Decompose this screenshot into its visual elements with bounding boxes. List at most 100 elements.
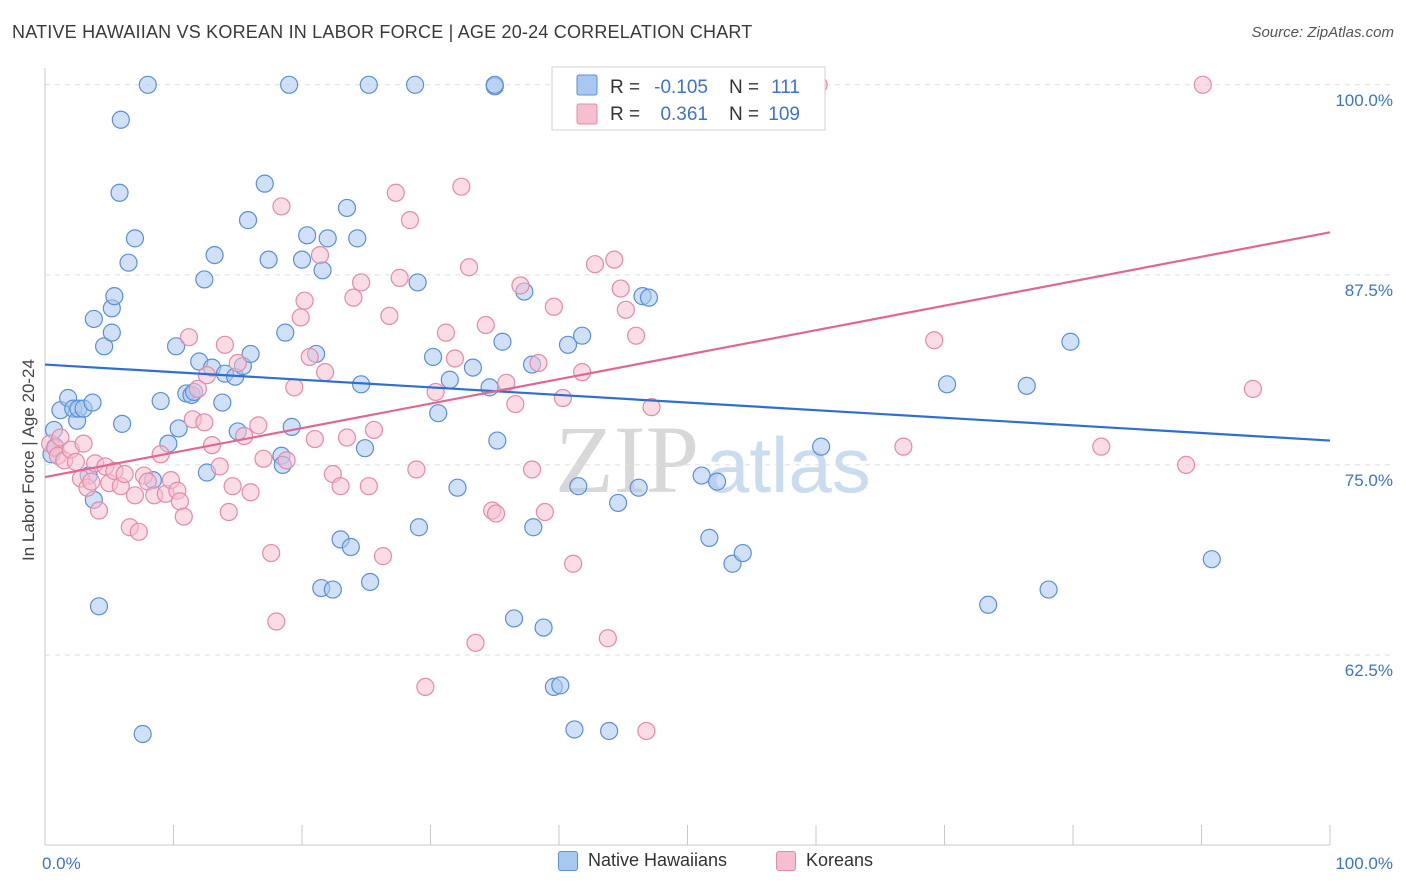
- korean-point-50: [291, 308, 310, 327]
- korean-point-41: [235, 426, 254, 446]
- native-hawaiian-point-86: [551, 676, 570, 695]
- korean-point-83: [529, 353, 548, 373]
- native-hawaiian-point-22: [125, 229, 145, 248]
- native-hawaiian-trend-line: [44, 363, 1331, 442]
- korean-point-60: [352, 273, 371, 292]
- korean-point-78: [486, 504, 506, 523]
- korean-point-28: [170, 492, 190, 511]
- native-hawaiian-point-69: [409, 518, 429, 537]
- korean-point-65: [386, 183, 405, 202]
- stats-r-label-2: R =: [610, 104, 640, 125]
- stats-n-label-2: N =: [729, 104, 759, 125]
- legend-swatch-blue: [558, 850, 578, 871]
- native-hawaiian-point-105: [812, 437, 831, 456]
- korean-point-103: [1193, 75, 1212, 94]
- native-hawaiian-point-88: [565, 720, 584, 739]
- korean-point-37: [215, 335, 234, 354]
- native-hawaiian-point-108: [1017, 376, 1036, 395]
- korean-point-38: [219, 502, 238, 522]
- korean-point-80: [506, 394, 525, 414]
- korean-point-93: [616, 300, 635, 319]
- y-tick-label-3: 100.0%: [1335, 91, 1393, 110]
- korean-point-51: [295, 291, 314, 310]
- legend-item-koreans[interactable]: Koreans: [776, 850, 873, 871]
- korean-point-68: [407, 460, 426, 479]
- korean-point-49: [285, 378, 304, 397]
- korean-point-87: [564, 554, 583, 573]
- native-hawaiian-point-43: [238, 211, 258, 230]
- korean-point-57: [331, 477, 350, 496]
- korean-point-8: [74, 434, 93, 453]
- native-hawaiian-point-90: [573, 326, 592, 345]
- korean-point-12: [89, 501, 109, 520]
- korean-point-44: [254, 449, 273, 468]
- native-hawaiian-point-16: [102, 323, 121, 342]
- korean-point-104: [1243, 379, 1263, 398]
- native-hawaiian-point-91: [600, 721, 619, 741]
- chart-title: NATIVE HAWAIIAN VS KOREAN IN LABOR FORCE…: [12, 22, 753, 42]
- korean-point-69: [416, 677, 435, 696]
- native-hawaiian-point-93: [629, 478, 648, 497]
- y-axis-label: In Labor Force | Age 20-24: [19, 359, 38, 561]
- korean-point-6: [66, 452, 85, 471]
- native-hawaiian-point-52: [292, 250, 312, 269]
- korean-point-81: [511, 276, 530, 295]
- korean-point-32: [188, 379, 208, 398]
- legend-label-native-hawaiians: Native Hawaiians: [588, 850, 728, 870]
- native-hawaiian-point-67: [405, 75, 425, 94]
- korean-point-46: [267, 612, 286, 631]
- native-hawaiian-point-78: [488, 431, 507, 450]
- native-hawaiian-point-79: [493, 332, 512, 351]
- korean-point-58: [337, 428, 357, 447]
- x-tick-label-0: 0.0%: [42, 854, 81, 873]
- korean-point-55: [316, 363, 335, 382]
- korean-point-90: [598, 629, 617, 648]
- korean-point-101: [1092, 437, 1111, 456]
- korean-point-100: [925, 331, 944, 350]
- korean-point-82: [522, 460, 542, 479]
- korean-point-61: [359, 477, 378, 496]
- native-hawaiian-point-60: [337, 198, 357, 218]
- korean-point-3: [51, 428, 70, 447]
- native-hawaiian-point-34: [195, 270, 214, 289]
- native-hawaiian-point-14: [95, 337, 114, 356]
- korean-point-33: [195, 413, 214, 432]
- korean-point-19: [125, 486, 145, 505]
- native-hawaiian-point-83: [524, 518, 543, 537]
- native-hawaiian-point-64: [355, 439, 375, 458]
- korean-point-64: [380, 306, 399, 326]
- native-hawaiian-point-37: [205, 245, 224, 265]
- korean-point-36: [210, 457, 229, 476]
- korean-point-85: [544, 297, 563, 316]
- native-hawaiian-point-97: [692, 466, 711, 485]
- native-hawaiian-point-53: [298, 226, 317, 245]
- korean-point-95: [637, 721, 656, 741]
- korean-point-84: [535, 502, 554, 522]
- korean-point-67: [400, 211, 420, 230]
- native-hawaiian-point-110: [1061, 332, 1080, 351]
- korean-point-47: [272, 197, 291, 216]
- stats-r-label-1: R =: [610, 77, 640, 98]
- korean-point-45: [262, 543, 281, 563]
- korean-point-72: [445, 349, 465, 368]
- native-hawaiian-point-73: [448, 478, 467, 497]
- y-tick-label-2: 87.5%: [1345, 281, 1393, 300]
- korean-point-17: [115, 464, 134, 484]
- native-hawaiian-point-65: [359, 75, 378, 94]
- legend-item-native-hawaiians[interactable]: Native Hawaiians: [558, 850, 727, 871]
- watermark-zip: ZIP: [555, 406, 699, 513]
- native-hawaiian-point-109: [1039, 580, 1058, 599]
- native-hawaiian-point-111: [1202, 550, 1221, 569]
- trend-lines: [44, 231, 1331, 479]
- korean-point-10: [82, 472, 101, 491]
- native-hawaiian-point-70: [423, 347, 443, 367]
- native-hawaiian-point-13: [89, 597, 109, 616]
- korean-point-86: [553, 388, 572, 408]
- native-hawaiian-point-95: [639, 288, 659, 307]
- native-hawaiian-point-68: [408, 273, 427, 292]
- stats-swatch-pink: [576, 103, 598, 125]
- korean-point-66: [390, 268, 409, 287]
- stats-n-value-2: 109: [768, 104, 800, 125]
- stats-n-value-1: 111: [771, 77, 800, 98]
- stats-r-value-2: 0.361: [660, 104, 708, 125]
